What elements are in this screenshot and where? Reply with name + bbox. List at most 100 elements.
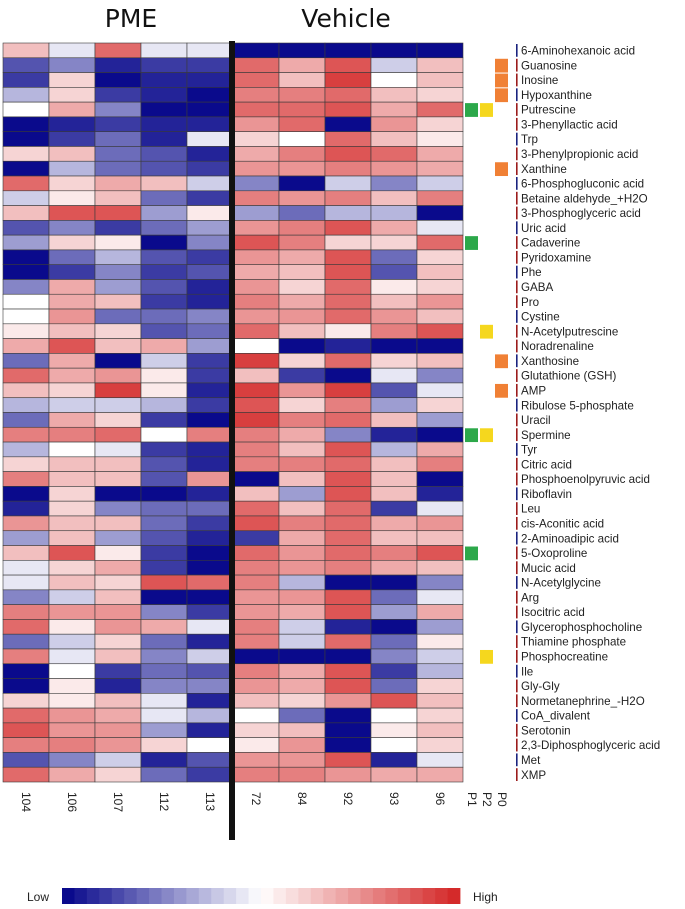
legend-swatch: [223, 888, 237, 904]
heatmap-cell: [278, 604, 326, 620]
heatmap-cell: [232, 293, 280, 310]
legend-swatch: [261, 888, 274, 904]
heatmap-cell: [2, 42, 50, 59]
heatmap-cell: [416, 101, 464, 118]
heatmap-cell: [2, 279, 50, 295]
heatmap-cell: [48, 205, 96, 221]
heatmap-cell: [2, 619, 50, 635]
heatmap-cell: [370, 57, 418, 73]
heatmap-cell: [94, 308, 142, 325]
heatmap-cell: [324, 574, 372, 591]
heatmap-cell: [370, 308, 418, 325]
row-tick: [516, 457, 518, 471]
heatmap-cell: [94, 264, 142, 280]
heatmap-cell: [186, 190, 234, 206]
heatmap-cell: [278, 42, 326, 59]
heatmap-cell: [324, 308, 372, 325]
heatmap-cell: [2, 249, 50, 265]
heatmap-cell: [232, 323, 280, 339]
color-legend: Low High: [27, 888, 498, 904]
heatmap-cell: [416, 131, 464, 147]
row-label: N-Acetylputrescine: [521, 325, 618, 338]
row-label: XMP: [521, 769, 546, 782]
heatmap-cell: [416, 205, 464, 221]
heatmap-cell: [140, 249, 188, 265]
heatmap-cell: [48, 131, 96, 147]
heatmap-cell: [94, 42, 142, 59]
heatmap-cell: [370, 663, 418, 679]
heatmap-cell: [48, 574, 96, 591]
heatmap-cell: [278, 190, 326, 206]
row-label: CoA_divalent: [521, 710, 591, 723]
row-tick: [516, 502, 518, 515]
heatmap-cell: [94, 367, 142, 384]
heatmap-cell: [416, 722, 464, 738]
row-tick: [516, 221, 518, 235]
legend-swatch: [124, 888, 138, 904]
legend-swatch: [335, 888, 349, 904]
heatmap-cell: [186, 293, 234, 310]
heatmap-cell: [232, 338, 280, 354]
heatmap-cell: [232, 205, 280, 221]
heatmap-cell: [324, 486, 372, 502]
heatmap-cell: [232, 752, 280, 768]
row-tick: [516, 738, 518, 752]
heatmap-cell: [232, 412, 280, 428]
heatmap-cell: [94, 116, 142, 132]
heatmap-cell: [2, 766, 50, 783]
heatmap-cell: [370, 279, 418, 295]
heatmap-cell: [94, 279, 142, 295]
heatmap-cell: [232, 72, 280, 88]
heatmap-cell: [370, 441, 418, 458]
row-label: Cystine: [521, 311, 560, 324]
heatmap-cell: [140, 412, 188, 428]
heatmap-cell: [94, 234, 142, 251]
heatmap-cell: [186, 752, 234, 768]
heatmap-cell: [2, 308, 50, 325]
heatmap-cell: [232, 545, 280, 561]
annotation-column-label: P0: [495, 792, 509, 807]
heatmap-cell: [232, 722, 280, 738]
heatmap-cell: [48, 397, 96, 413]
heatmap-cell: [324, 648, 372, 665]
heatmap-cell: [186, 323, 234, 339]
heatmap-cell: [278, 57, 326, 73]
heatmap-cell: [48, 146, 96, 162]
heatmap-cell: [416, 397, 464, 413]
heatmap-cell: [278, 205, 326, 221]
heatmap-cell: [232, 693, 280, 709]
heatmap-cell: [416, 707, 464, 724]
row-label: Pyridoxamine: [521, 251, 591, 264]
heatmap-cell: [140, 367, 188, 384]
heatmap-cell: [2, 441, 50, 458]
heatmap-cell: [2, 589, 50, 605]
annotation-mark-p0: [495, 73, 508, 88]
heatmap-cell: [324, 353, 372, 369]
heatmap-cell: [94, 72, 142, 88]
heatmap-cell: [186, 693, 234, 709]
row-label: Putrescine: [521, 104, 576, 117]
heatmap-cell: [370, 722, 418, 738]
heatmap-cell: [48, 308, 96, 325]
heatmap-cell: [416, 456, 464, 472]
heatmap-cell: [2, 456, 50, 472]
annotation-column-label: P1: [465, 792, 479, 807]
heatmap-cell: [48, 589, 96, 605]
heatmap-cell: [2, 146, 50, 162]
heatmap-cell: [324, 619, 372, 635]
row-label: 2,3-Diphosphoglyceric acid: [521, 739, 660, 752]
annotation-mark-p0: [495, 354, 508, 369]
heatmap-cell: [232, 648, 280, 665]
row-tick: [516, 177, 518, 190]
row-tick: [516, 44, 518, 57]
heatmap-cell: [278, 737, 326, 753]
heatmap-cell: [2, 545, 50, 561]
annotation-mark-p0: [495, 88, 508, 103]
heatmap-cell: [324, 678, 372, 694]
heatmap-cell: [140, 545, 188, 561]
heatmap-cell: [324, 693, 372, 709]
heatmap-cell: [94, 515, 142, 532]
heatmap-cell: [186, 234, 234, 251]
heatmap-cell: [94, 338, 142, 354]
